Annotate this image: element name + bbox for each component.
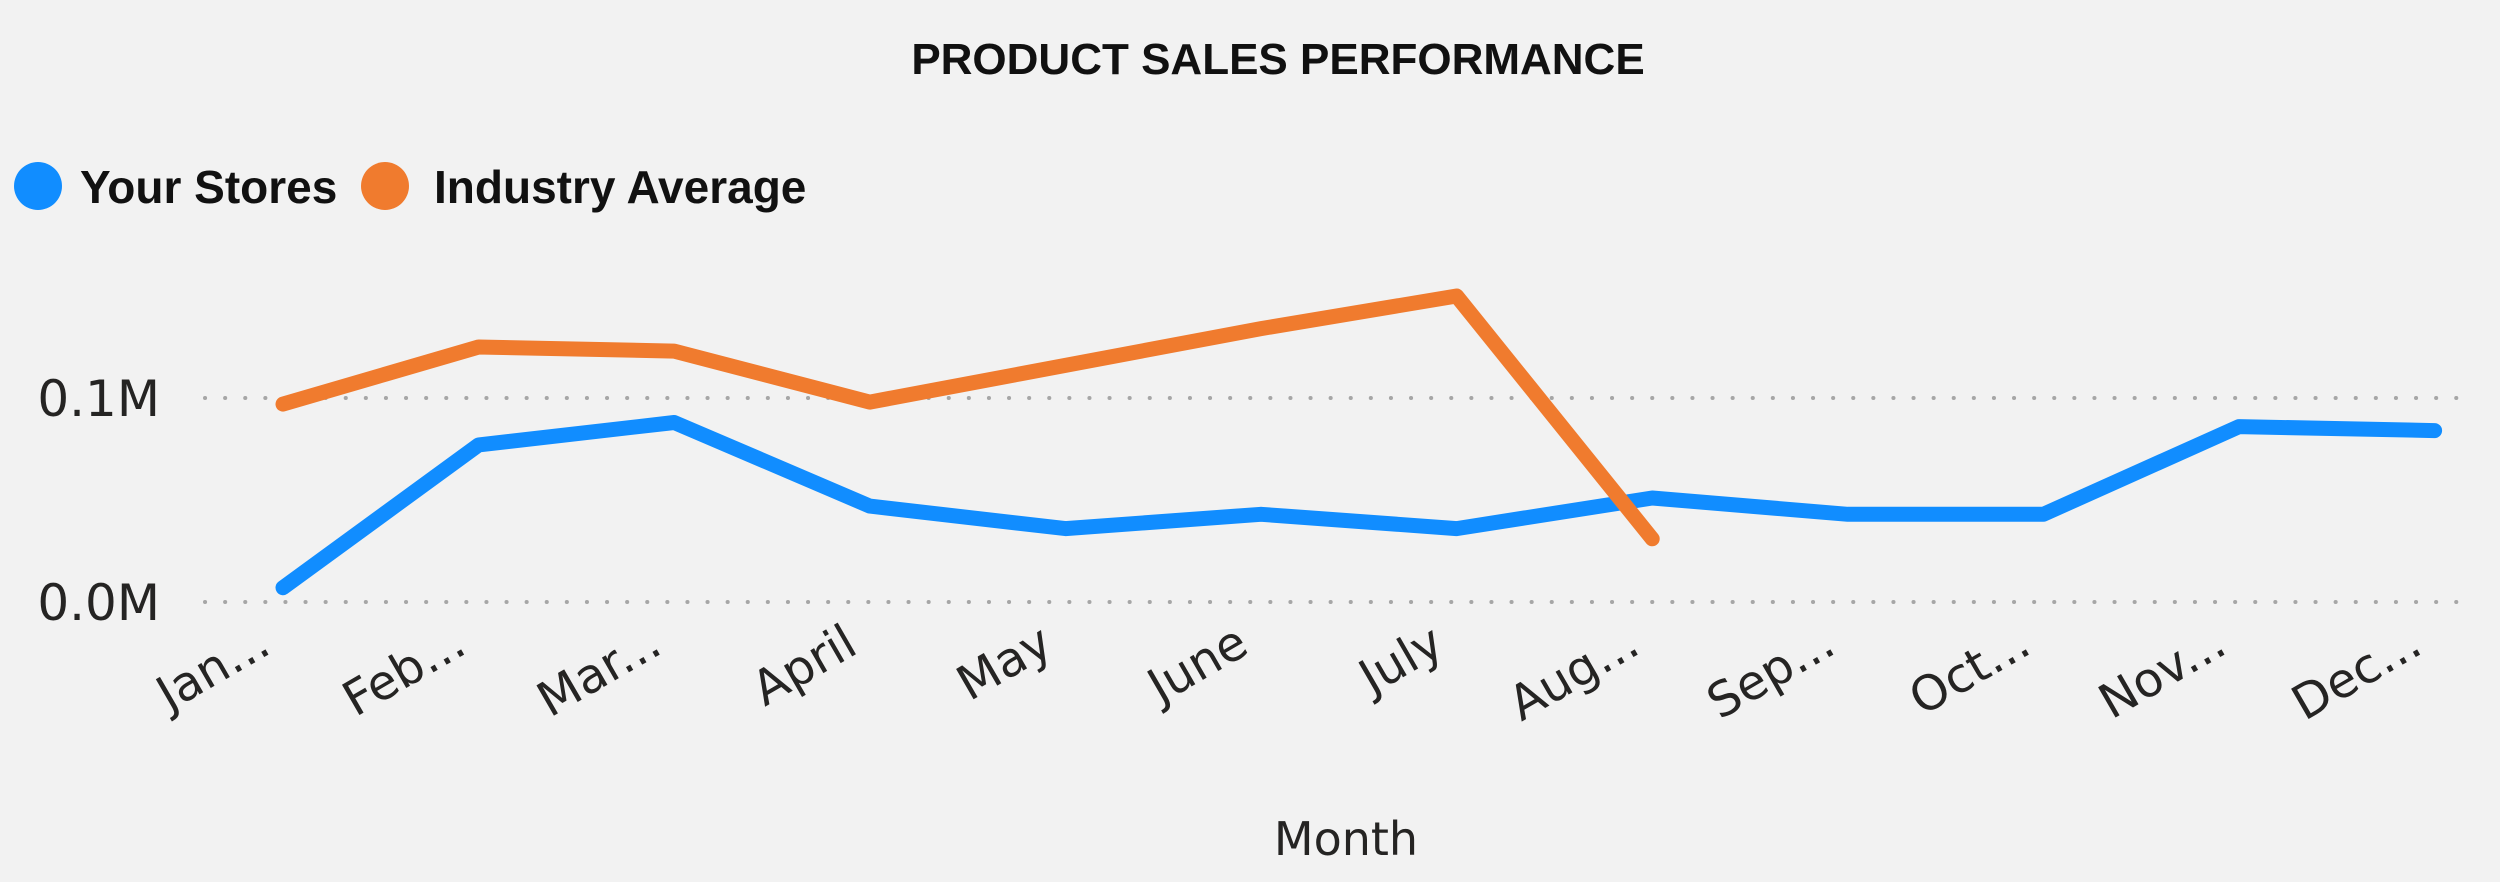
legend-marker-0[interactable] — [14, 162, 62, 210]
data-point-0-9[interactable] — [2036, 507, 2050, 521]
data-point-0-11[interactable] — [2428, 424, 2442, 438]
data-point-0-6[interactable] — [1450, 522, 1464, 536]
series-line-1[interactable] — [275, 288, 1660, 547]
x-tick-label-4: May — [947, 614, 1061, 712]
data-point-1-3[interactable] — [863, 395, 877, 409]
data-point-0-2[interactable] — [667, 415, 681, 429]
x-tick-label-0: Jan... — [145, 614, 279, 724]
x-tick-label-2: Mar... — [528, 614, 670, 728]
data-point-0-4[interactable] — [1058, 522, 1072, 536]
data-point-0-3[interactable] — [863, 499, 877, 513]
x-tick-label-1: Feb... — [333, 614, 474, 728]
x-tick-label-7: Aug... — [1499, 614, 1648, 732]
y-tick-label-1: 0.1M — [37, 370, 160, 428]
legend-label-0[interactable]: Your Stores — [80, 161, 337, 213]
gridlines — [203, 396, 2472, 604]
chart-title: PRODUCT SALES PERFORMANCE — [911, 35, 1644, 84]
data-point-1-4[interactable] — [1058, 358, 1072, 372]
x-axis: Jan... Feb... Mar... April May June July Aug...… — [145, 614, 2431, 732]
x-tick-label-10: Nov... — [2089, 614, 2235, 730]
x-tick-label-3: April — [743, 614, 866, 717]
data-point-0-8[interactable] — [1841, 507, 1855, 521]
y-axis: 0.0M 0.1M — [37, 370, 160, 632]
legend: Your Stores Industry Average — [14, 161, 806, 213]
x-axis-title: Month — [1274, 812, 1418, 866]
data-point-0-5[interactable] — [1254, 507, 1268, 521]
legend-marker-1[interactable] — [361, 162, 409, 210]
x-tick-label-5: June — [1136, 614, 1257, 716]
data-point-1-5[interactable] — [1254, 322, 1268, 336]
data-point-0-1[interactable] — [472, 438, 486, 452]
plot-area — [275, 288, 2443, 596]
data-point-0-0[interactable] — [276, 581, 290, 595]
y-tick-label-0: 0.0M — [37, 574, 160, 632]
data-point-1-1[interactable] — [472, 340, 486, 354]
data-point-1-7[interactable] — [1645, 532, 1659, 546]
data-point-0-10[interactable] — [2232, 420, 2246, 434]
x-tick-label-11: Dec... — [2283, 614, 2431, 732]
data-point-1-6[interactable] — [1450, 289, 1464, 303]
data-point-1-2[interactable] — [667, 344, 681, 358]
data-point-1-0[interactable] — [276, 397, 290, 411]
series-line-0[interactable] — [275, 415, 2443, 596]
x-tick-label-9: Oct... — [1900, 614, 2040, 727]
data-point-0-7[interactable] — [1645, 491, 1659, 505]
x-tick-label-6: July — [1347, 614, 1452, 707]
legend-label-1[interactable]: Industry Average — [434, 161, 806, 213]
x-tick-label-8: Sep... — [1698, 614, 1844, 731]
